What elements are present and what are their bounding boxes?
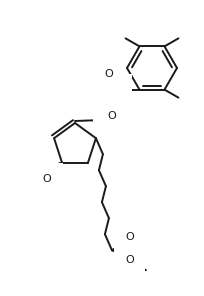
Text: S: S — [114, 85, 121, 95]
Text: O: O — [125, 232, 134, 242]
Text: O: O — [104, 69, 113, 79]
Text: O: O — [43, 174, 51, 184]
Text: O: O — [104, 101, 113, 111]
Text: O: O — [125, 255, 134, 265]
Text: O: O — [107, 111, 116, 121]
